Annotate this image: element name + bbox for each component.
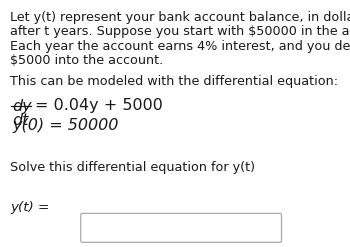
Text: y(0) = 50000: y(0) = 50000	[12, 118, 118, 133]
Text: $5000 into the account.: $5000 into the account.	[10, 55, 163, 67]
Text: dy: dy	[12, 99, 32, 114]
Text: Solve this differential equation for y(t): Solve this differential equation for y(t…	[10, 161, 255, 174]
Text: = 0.04y + 5000: = 0.04y + 5000	[35, 98, 163, 113]
Text: y(t) =: y(t) =	[10, 201, 49, 214]
Text: dt: dt	[12, 113, 28, 128]
Text: This can be modeled with the differential equation:: This can be modeled with the differentia…	[10, 75, 338, 88]
Text: Each year the account earns 4% interest, and you deposit: Each year the account earns 4% interest,…	[10, 40, 350, 53]
Text: Let y(t) represent your bank account balance, in dollars,: Let y(t) represent your bank account bal…	[10, 11, 350, 24]
FancyBboxPatch shape	[81, 213, 281, 242]
Text: after t years. Suppose you start with $50000 in the account.: after t years. Suppose you start with $5…	[10, 25, 350, 39]
